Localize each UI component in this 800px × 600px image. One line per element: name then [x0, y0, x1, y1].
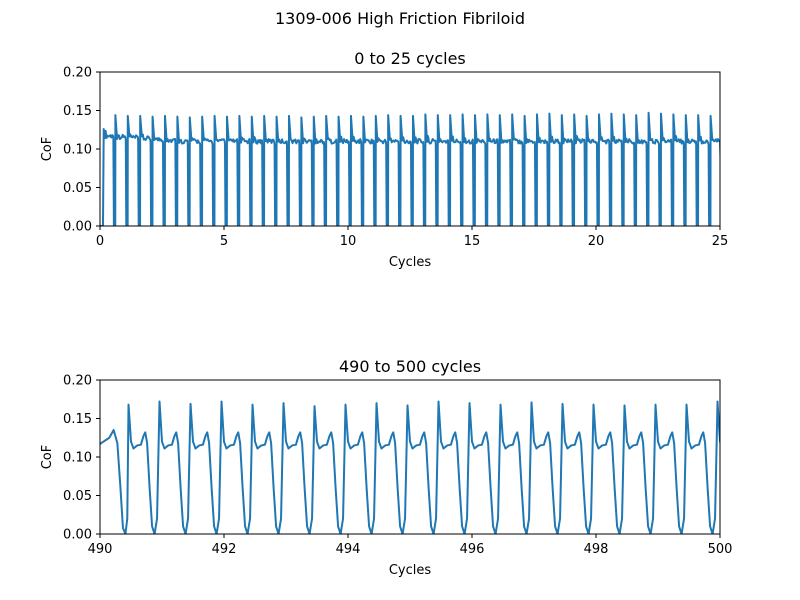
y-tick-label: 0.05	[63, 181, 92, 196]
y-axis-label: CoF	[40, 445, 55, 470]
y-tick-label: 0.10	[63, 143, 92, 158]
x-tick-label: 15	[464, 234, 481, 249]
x-tick-label: 492	[212, 542, 237, 557]
chart-title: 490 to 500 cycles	[339, 357, 481, 376]
x-tick-label: 498	[584, 542, 609, 557]
x-tick-label: 494	[336, 542, 361, 557]
x-tick-label: 5	[220, 234, 228, 249]
x-tick-label: 500	[708, 542, 733, 557]
plot-frame	[99, 379, 721, 535]
plot-frame	[99, 71, 721, 227]
y-tick-label: 0.00	[63, 220, 92, 235]
y-tick-label: 0.05	[63, 489, 92, 504]
chart-0-to-25-cycles: 0 to 25 cycles 0 5 10 15 20 25 0.00 0.05 0.10 0.…	[40, 49, 729, 270]
x-tick-label: 0	[96, 234, 104, 249]
x-tick-label: 10	[340, 234, 357, 249]
y-tick-label: 0.20	[63, 374, 92, 389]
y-tick-label: 0.15	[63, 412, 92, 427]
x-tick-label: 25	[712, 234, 729, 249]
y-tick-label: 0.20	[63, 66, 92, 81]
y-tick-label: 0.15	[63, 104, 92, 119]
chart-title: 0 to 25 cycles	[354, 49, 466, 68]
series-line-cof	[100, 400, 720, 534]
figure-title: 1309-006 High Friction Fibriloid	[274, 9, 526, 28]
y-axis-label: CoF	[40, 137, 55, 162]
x-tick-label: 496	[460, 542, 485, 557]
x-axis-label: Cycles	[389, 255, 432, 270]
x-tick-label: 490	[88, 542, 113, 557]
y-tick-label: 0.00	[63, 528, 92, 543]
x-tick-label: 20	[588, 234, 605, 249]
y-tick-label: 0.10	[63, 451, 92, 466]
x-axis-label: Cycles	[389, 563, 432, 578]
chart-490-to-500-cycles: 490 to 500 cycles 490 492 494 496 498 500 0.0…	[40, 357, 733, 578]
series-line-cof	[100, 111, 720, 226]
